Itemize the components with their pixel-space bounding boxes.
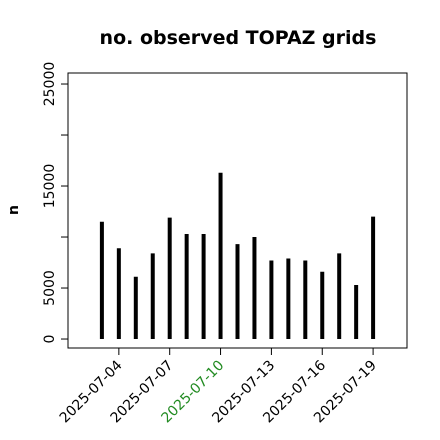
y-axis-label: n — [6, 205, 22, 215]
y-tick-label: 15000 — [42, 164, 58, 209]
plot-frame — [67, 72, 408, 349]
y-tick-label: 5000 — [42, 270, 58, 306]
y-tick-label: 0 — [42, 335, 58, 344]
chart-title: no. observed TOPAZ grids — [100, 27, 377, 49]
y-tick-label: 25000 — [42, 62, 58, 107]
